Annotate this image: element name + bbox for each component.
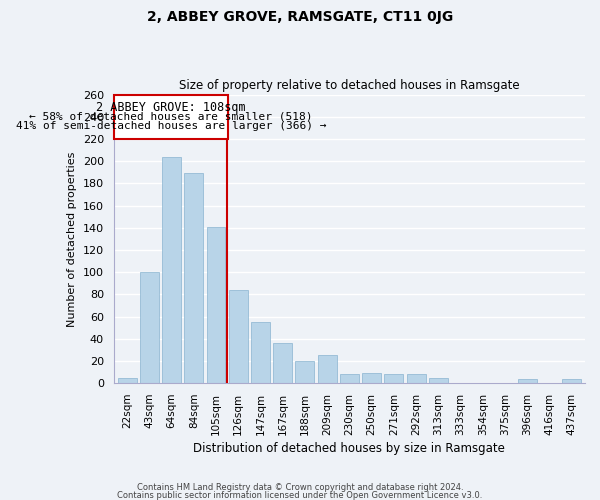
FancyBboxPatch shape [114, 94, 228, 139]
X-axis label: Distribution of detached houses by size in Ramsgate: Distribution of detached houses by size … [193, 442, 505, 455]
Text: 2 ABBEY GROVE: 108sqm: 2 ABBEY GROVE: 108sqm [96, 101, 246, 114]
Bar [295, 361, 314, 383]
Bar [184, 174, 203, 383]
Title: Size of property relative to detached houses in Ramsgate: Size of property relative to detached ho… [179, 79, 520, 92]
Bar [318, 356, 337, 383]
Bar [407, 374, 425, 383]
Bar [340, 374, 359, 383]
Bar [362, 373, 381, 383]
Text: 2, ABBEY GROVE, RAMSGATE, CT11 0JG: 2, ABBEY GROVE, RAMSGATE, CT11 0JG [147, 10, 453, 24]
Bar [385, 374, 403, 383]
Text: ← 58% of detached houses are smaller (518): ← 58% of detached houses are smaller (51… [29, 111, 313, 121]
Bar [562, 379, 581, 383]
Bar [118, 378, 137, 383]
Text: Contains public sector information licensed under the Open Government Licence v3: Contains public sector information licen… [118, 490, 482, 500]
Bar [206, 226, 226, 383]
Bar [162, 156, 181, 383]
Bar [429, 378, 448, 383]
Y-axis label: Number of detached properties: Number of detached properties [67, 151, 77, 326]
Text: 41% of semi-detached houses are larger (366) →: 41% of semi-detached houses are larger (… [16, 121, 326, 131]
Bar [518, 379, 536, 383]
Text: Contains HM Land Registry data © Crown copyright and database right 2024.: Contains HM Land Registry data © Crown c… [137, 484, 463, 492]
Bar [140, 272, 159, 383]
Bar [229, 290, 248, 383]
Bar [273, 343, 292, 383]
Bar [251, 322, 270, 383]
